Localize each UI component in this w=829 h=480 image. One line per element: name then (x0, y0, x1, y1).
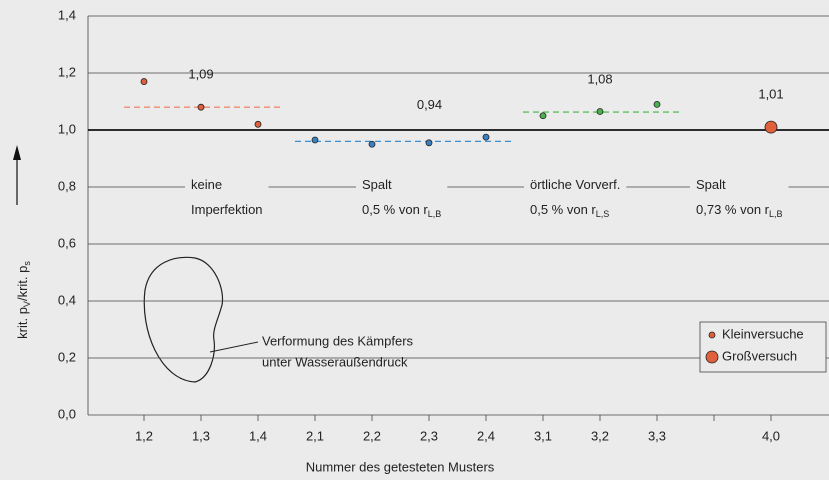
mean-label: 1,08 (587, 71, 612, 86)
x-tick-label: 2,3 (420, 428, 438, 443)
x-tick-label: 3,2 (591, 428, 609, 443)
group-label-line: 0,5 % von rL,S (530, 202, 609, 219)
legend-marker (706, 351, 718, 363)
mean-label: 1,09 (188, 67, 213, 82)
group-label-line: Spalt (362, 177, 392, 192)
data-point (369, 141, 375, 147)
x-tick-label: 2,4 (477, 428, 495, 443)
mean-label: 0,94 (417, 97, 442, 112)
data-point (312, 137, 318, 143)
data-point (483, 134, 489, 140)
group-label: Spalt 0,73 % von rL,B (690, 176, 789, 219)
data-point (141, 79, 147, 85)
y-label-arrowhead (13, 145, 21, 160)
label-sub: L,S (596, 209, 610, 219)
label-text: Spalt (362, 177, 392, 192)
x-tick-label: 1,4 (249, 428, 267, 443)
label-text: krit. p (15, 307, 30, 339)
data-point (540, 113, 546, 119)
group-label-line: Imperfektion (191, 202, 263, 217)
group-label-line: 0,5 % von rL,B (362, 202, 441, 219)
x-axis-label: Nummer des getesteten Musters (306, 459, 495, 474)
legend-marker (709, 332, 715, 338)
legend-label: Kleinversuche (722, 326, 804, 341)
x-tick-label: 4,0 (762, 428, 780, 443)
x-tick-label: 2,2 (363, 428, 381, 443)
y-tick-label: 0,4 (58, 292, 76, 307)
y-tick-label: 0,2 (58, 349, 76, 364)
label-text: 0,5 % von r (530, 202, 596, 217)
y-tick-label: 1,2 (58, 64, 76, 79)
y-tick-label: 1,0 (58, 121, 76, 136)
data-point (426, 140, 432, 146)
label-text: Spalt (696, 177, 726, 192)
deformation-shape (144, 257, 222, 382)
group-label: Spalt 0,5 % von rL,B (356, 176, 447, 219)
group-label-line: keine (191, 177, 222, 192)
legend-label: Großversuch (722, 348, 797, 363)
label-text: örtliche Vorverf. (530, 177, 620, 192)
data-point (255, 121, 261, 127)
group-label: keine Imperfektion (185, 176, 269, 217)
y-tick-label: 0,0 (58, 406, 76, 421)
label-text: 0,73 % von r (696, 202, 770, 217)
annotation: Verformung des Kämpfers (262, 333, 414, 348)
data-point (654, 101, 660, 107)
label-sub: L,B (769, 209, 783, 219)
data-point (597, 108, 603, 114)
group-label: örtliche Vorverf. 0,5 % von rL,S (524, 176, 626, 219)
x-tick-label: 3,3 (648, 428, 666, 443)
data-label: 1,01 (758, 87, 783, 102)
label-text: Imperfektion (191, 202, 263, 217)
label-text: /krit. p (15, 266, 30, 301)
label-text: 0,5 % von r (362, 202, 428, 217)
x-tick-label: 1,2 (135, 428, 153, 443)
label-text: keine (191, 177, 222, 192)
group-label-line: örtliche Vorverf. (530, 177, 620, 192)
y-tick-label: 0,8 (58, 178, 76, 193)
y-tick-label: 1,4 (58, 7, 76, 22)
y-tick-label: 0,6 (58, 235, 76, 250)
chart: 0,0 0,2 0,4 0,6 0,8 1,0 1,2 1,4 1,2 1,3 1,4 2,1 2,2 2… (0, 0, 829, 480)
group-label-line: Spalt (696, 177, 726, 192)
x-tick-label: 3,1 (534, 428, 552, 443)
data-point (198, 104, 204, 110)
group-label-line: 0,73 % von rL,B (696, 202, 783, 219)
x-tick-label: 1,3 (192, 428, 210, 443)
x-tick-label: 2,1 (306, 428, 324, 443)
label-sub: L,B (428, 209, 442, 219)
y-axis-label: krit. pV/krit. ps (15, 261, 32, 339)
leader-line (210, 342, 258, 352)
annotation: unter Wasseraußendruck (262, 354, 408, 369)
data-point (765, 121, 777, 133)
label-sub: s (22, 261, 32, 266)
